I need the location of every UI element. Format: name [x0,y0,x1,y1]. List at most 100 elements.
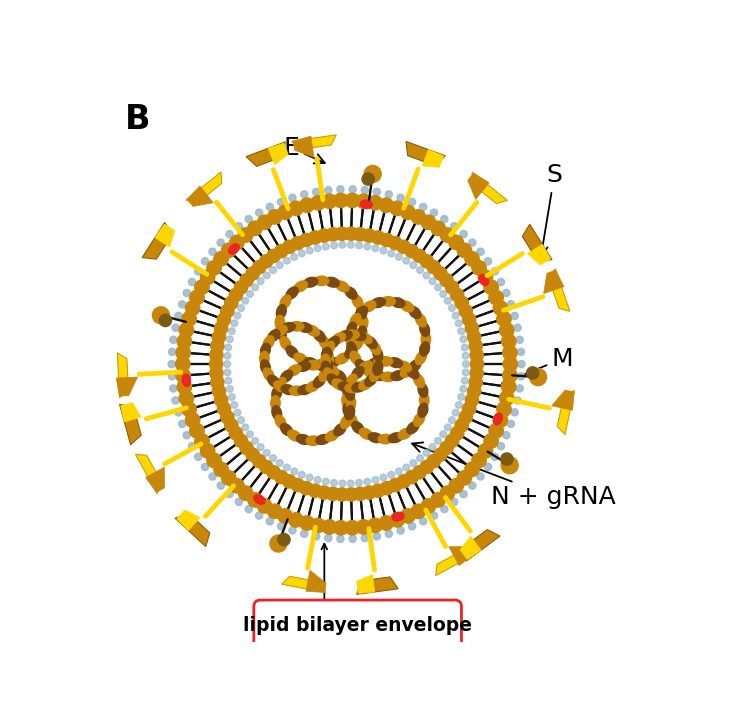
Circle shape [368,518,382,533]
Circle shape [462,344,468,351]
Circle shape [231,320,238,327]
Circle shape [242,424,249,430]
Ellipse shape [326,365,339,376]
Ellipse shape [378,434,393,443]
Circle shape [339,242,346,248]
Circle shape [284,257,290,264]
Circle shape [225,344,232,351]
Circle shape [172,324,179,332]
Circle shape [266,518,274,525]
Circle shape [210,358,223,371]
Circle shape [460,336,467,342]
Circle shape [176,368,190,383]
Circle shape [356,242,362,249]
Circle shape [417,455,423,461]
Circle shape [238,305,244,311]
Circle shape [291,479,305,492]
Circle shape [259,460,273,474]
Circle shape [420,518,427,525]
Circle shape [317,229,331,242]
Circle shape [361,534,368,541]
Circle shape [214,322,228,335]
Circle shape [322,520,337,534]
Circle shape [202,464,208,471]
Circle shape [195,454,202,461]
Polygon shape [293,136,314,157]
Circle shape [413,466,426,479]
Circle shape [300,198,314,213]
Circle shape [444,424,451,430]
Circle shape [306,474,313,481]
Circle shape [484,257,492,265]
Ellipse shape [373,348,383,361]
Circle shape [209,248,216,255]
Circle shape [362,229,376,242]
Circle shape [268,504,282,518]
Circle shape [229,427,243,440]
Circle shape [256,209,262,216]
Ellipse shape [326,430,339,441]
Circle shape [458,328,465,335]
Circle shape [253,454,266,468]
Circle shape [380,474,387,481]
Ellipse shape [286,346,299,358]
Circle shape [484,434,499,448]
Circle shape [452,312,459,319]
Polygon shape [292,135,336,149]
Ellipse shape [362,301,376,312]
Circle shape [356,479,362,486]
Circle shape [405,244,418,258]
Circle shape [299,250,305,257]
Circle shape [235,434,247,448]
Circle shape [514,324,521,332]
Circle shape [388,250,395,257]
Ellipse shape [298,385,312,394]
Circle shape [502,432,510,439]
Circle shape [325,534,332,541]
Ellipse shape [271,386,282,400]
Circle shape [299,472,305,478]
Circle shape [284,464,290,471]
Ellipse shape [306,381,320,392]
Ellipse shape [263,368,274,381]
Ellipse shape [296,361,311,371]
Circle shape [277,523,285,530]
Ellipse shape [356,360,368,372]
Circle shape [502,289,510,296]
Polygon shape [557,391,575,435]
Polygon shape [120,402,141,422]
Circle shape [455,419,468,432]
Circle shape [450,223,458,230]
Circle shape [379,198,393,213]
Circle shape [270,267,277,273]
Circle shape [356,520,371,534]
Circle shape [289,201,303,216]
Circle shape [189,443,196,450]
Circle shape [372,245,379,252]
Circle shape [210,348,223,362]
Circle shape [289,513,303,527]
Circle shape [211,376,224,389]
Ellipse shape [345,330,359,340]
Circle shape [465,252,479,266]
Circle shape [449,305,455,311]
Circle shape [335,488,349,501]
Circle shape [226,231,233,238]
Circle shape [300,516,314,530]
Circle shape [174,312,182,319]
Circle shape [186,301,200,315]
Ellipse shape [324,351,333,366]
Circle shape [224,369,231,376]
Ellipse shape [415,351,426,365]
Circle shape [356,194,371,208]
Circle shape [440,431,447,438]
Ellipse shape [381,296,396,306]
Circle shape [172,397,179,404]
Ellipse shape [368,358,383,368]
Circle shape [465,322,478,335]
Circle shape [277,534,290,546]
Ellipse shape [271,406,282,420]
Circle shape [322,194,337,208]
Circle shape [503,357,517,371]
Ellipse shape [286,287,299,299]
